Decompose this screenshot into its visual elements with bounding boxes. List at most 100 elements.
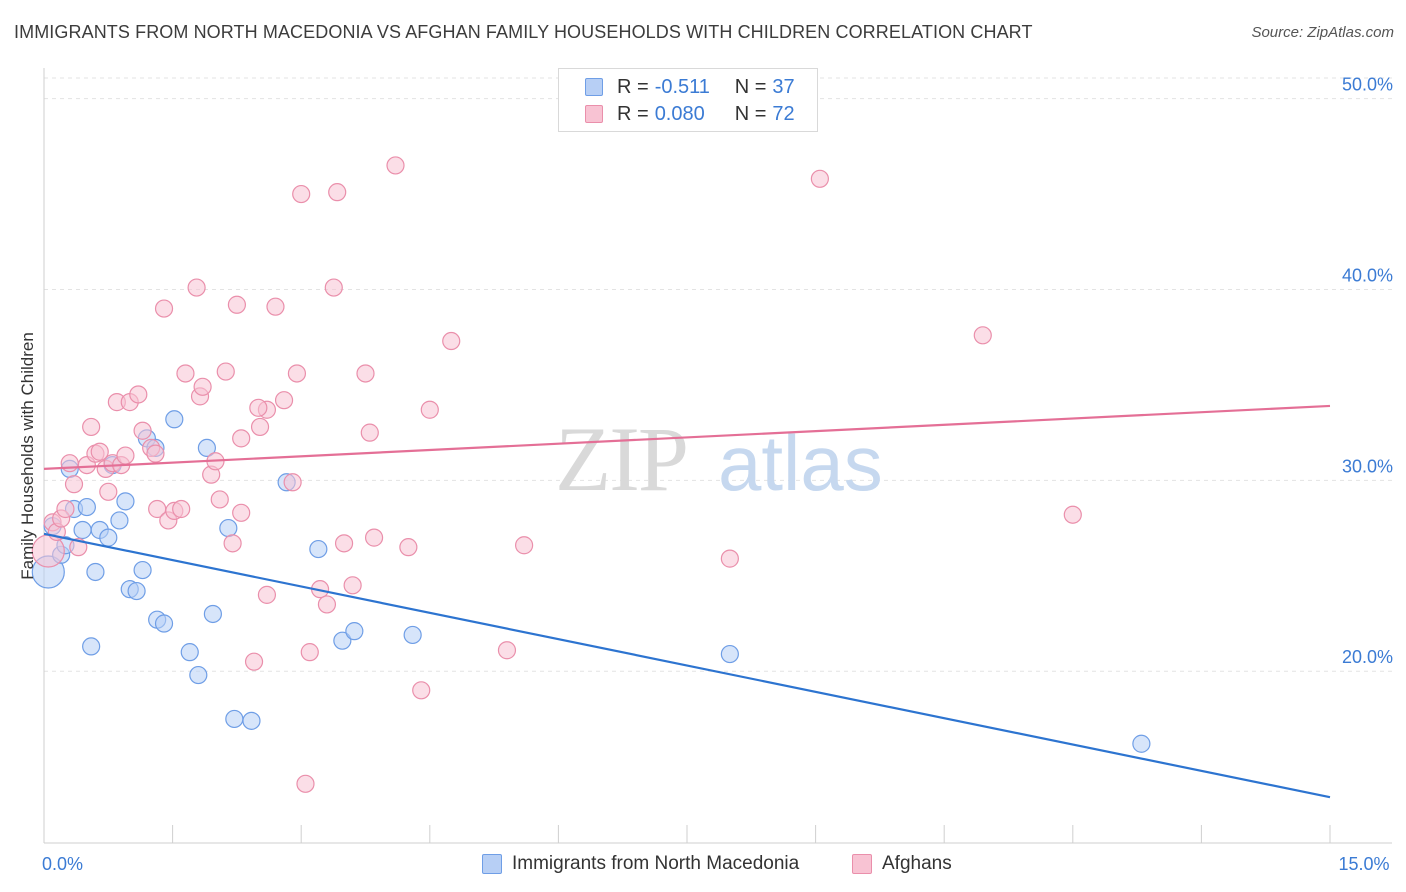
correlation-legend: R = -0.511 N = 37 R = 0.080 N = 72 [558, 68, 818, 132]
blue-point-11 [99, 528, 118, 547]
blue-trend-line [43, 532, 1331, 799]
blue-point-25 [197, 438, 216, 458]
pink-point-6 [64, 475, 84, 494]
pink-point-59 [364, 528, 384, 547]
pink-point-68 [810, 169, 829, 188]
y-axis-label: Family Households with Children [18, 332, 37, 580]
blue-point-36 [1132, 734, 1151, 753]
blue-point-31 [309, 539, 328, 559]
pink-point-49 [296, 774, 315, 793]
pink-point-69 [973, 326, 992, 345]
pink-point-46 [283, 473, 302, 492]
pink-point-31 [193, 377, 212, 396]
pink-trend-line [43, 404, 1331, 471]
pink-point-4 [56, 499, 75, 519]
pink-point-5 [60, 454, 79, 473]
axis-layer [43, 68, 1392, 844]
grid-layer [44, 77, 1392, 672]
pink-point-48 [292, 184, 311, 204]
legend-r-label-pink: R = [617, 102, 649, 125]
trend-layer [43, 404, 1331, 799]
series-legend-label-pink: Afghans [882, 853, 952, 874]
pink-point-27 [172, 499, 191, 519]
x-tick-label-0: 0.0% [42, 854, 83, 874]
pink-point-38 [232, 429, 251, 448]
pink-point-66 [515, 536, 534, 555]
pink-point-7 [69, 538, 88, 557]
blue-point-34 [403, 625, 422, 645]
series-legend-swatch-pink [852, 854, 872, 874]
legend-n-value-blue: 37 [772, 75, 795, 98]
pink-point-24 [154, 299, 174, 318]
tick-label-layer: 20.0% 30.0% 40.0% 50.0% 0.0% 15.0% [42, 75, 1393, 874]
pink-point-39 [232, 503, 251, 522]
blue-point-21 [154, 614, 174, 633]
y-tick-label-1: 30.0% [1342, 456, 1393, 476]
pink-point-36 [223, 534, 242, 553]
blue-point-26 [203, 604, 222, 624]
series-legend-blue: Immigrants from North Macedonia [482, 852, 799, 876]
pink-point-54 [328, 183, 347, 202]
watermark-zip: ZIP [555, 408, 687, 510]
pink-point-9 [82, 417, 101, 437]
chart-title: IMMIGRANTS FROM NORTH MACEDONIA VS AFGHA… [14, 22, 1033, 42]
blue-point-17 [133, 560, 152, 580]
y-tick-label-2: 40.0% [1342, 265, 1393, 285]
blue-point-14 [116, 492, 135, 511]
legend-r-label-blue: R = [617, 75, 649, 98]
blue-point-9 [86, 562, 105, 582]
source-label: Source: ZipAtlas.com [1251, 24, 1394, 41]
pink-point-11 [90, 442, 109, 461]
pink-point-63 [420, 400, 439, 419]
pink-point-60 [386, 156, 405, 175]
blue-point-29 [242, 711, 261, 730]
blue-point-28 [225, 709, 244, 729]
pink-point-52 [317, 595, 337, 614]
legend-row-pink: R = 0.080 N = 72 [585, 102, 795, 126]
legend-r-value-pink: 0.080 [654, 102, 705, 125]
blue-point-27 [219, 518, 238, 538]
legend-n-label-pink: N = [734, 102, 767, 125]
points-layer [31, 156, 1151, 793]
pink-point-22 [146, 444, 165, 463]
y-tick-label-0: 20.0% [1342, 647, 1393, 667]
pink-point-53 [324, 278, 343, 297]
pink-point-47 [287, 364, 307, 383]
blue-point-22 [165, 410, 184, 429]
pink-point-29 [187, 278, 206, 297]
blue-point-33 [345, 622, 364, 641]
blue-point-32 [333, 631, 352, 650]
pink-point-65 [497, 641, 517, 660]
series-legend-pink: Afghans [852, 852, 952, 876]
y-tick-label-3: 50.0% [1342, 75, 1393, 95]
pink-point-20 [133, 421, 152, 440]
pink-point-55 [334, 534, 354, 553]
blue-point-13 [110, 511, 129, 530]
blue-point-8 [82, 637, 101, 656]
pink-point-40 [244, 652, 264, 671]
pink-point-34 [210, 490, 229, 509]
pink-point-58 [360, 423, 379, 442]
legend-swatch-blue [585, 78, 603, 96]
legend-swatch-pink [585, 105, 603, 123]
legend-n-value-pink: 72 [772, 102, 795, 125]
series-legend-label-blue: Immigrants from North Macedonia [512, 853, 800, 874]
pink-point-37 [227, 295, 246, 314]
pink-point-64 [442, 331, 461, 351]
series-legend-swatch-blue [482, 854, 502, 874]
pink-point-42 [257, 585, 277, 604]
pink-point-35 [216, 362, 235, 381]
pink-point-50 [300, 643, 319, 662]
pink-point-61 [399, 538, 418, 557]
legend-n-label-blue: N = [734, 75, 767, 98]
blue-point-23 [180, 643, 199, 662]
pink-point-28 [176, 364, 195, 383]
legend-row-blue: R = -0.511 N = 37 [585, 75, 795, 99]
watermark: ZIP atlas [555, 408, 883, 510]
pink-point-71 [249, 398, 268, 417]
pink-point-56 [343, 576, 362, 595]
x-tick-label-1: 15.0% [1338, 854, 1389, 874]
pink-point-67 [720, 549, 739, 568]
pink-point-13 [99, 482, 118, 501]
